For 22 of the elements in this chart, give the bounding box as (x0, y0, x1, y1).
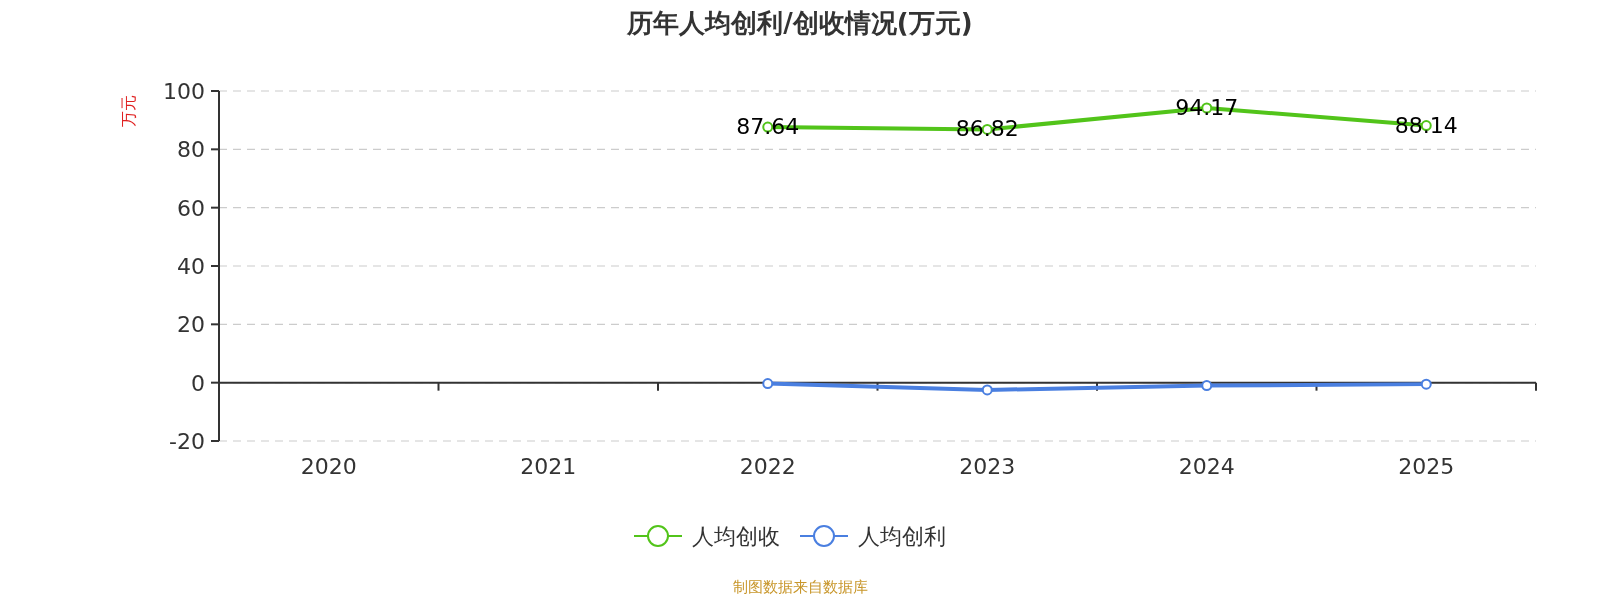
legend-label: 人均创利 (858, 524, 946, 549)
chart-title: 历年人均创利/创收情况(万元) (626, 8, 973, 38)
y-tick-label: 60 (177, 195, 205, 221)
point (1420, 378, 1432, 390)
text: 制图数据来自数据库 (732, 578, 868, 596)
y-axis-title: 万元 (119, 95, 138, 127)
y-tick-label: 0 (191, 370, 205, 396)
y-tick-label: 40 (177, 254, 205, 279)
y-tick-label: 80 (177, 137, 205, 163)
x-tick-label: 2025 (1398, 454, 1455, 479)
point (981, 384, 993, 396)
point (1201, 380, 1213, 392)
x-tick-label: 2023 (959, 454, 1016, 479)
legend-label: 人均创收 (692, 524, 780, 549)
x-tick-label: 2020 (300, 454, 357, 479)
y-tick-label: 100 (163, 79, 205, 104)
x-tick-label: 2024 (1178, 454, 1235, 479)
point (762, 378, 774, 390)
y-tick-label: -20 (169, 429, 205, 454)
y-tick-label: 20 (177, 312, 205, 338)
x-tick-label: 2022 (739, 454, 796, 479)
x-tick-label: 2021 (520, 454, 577, 479)
